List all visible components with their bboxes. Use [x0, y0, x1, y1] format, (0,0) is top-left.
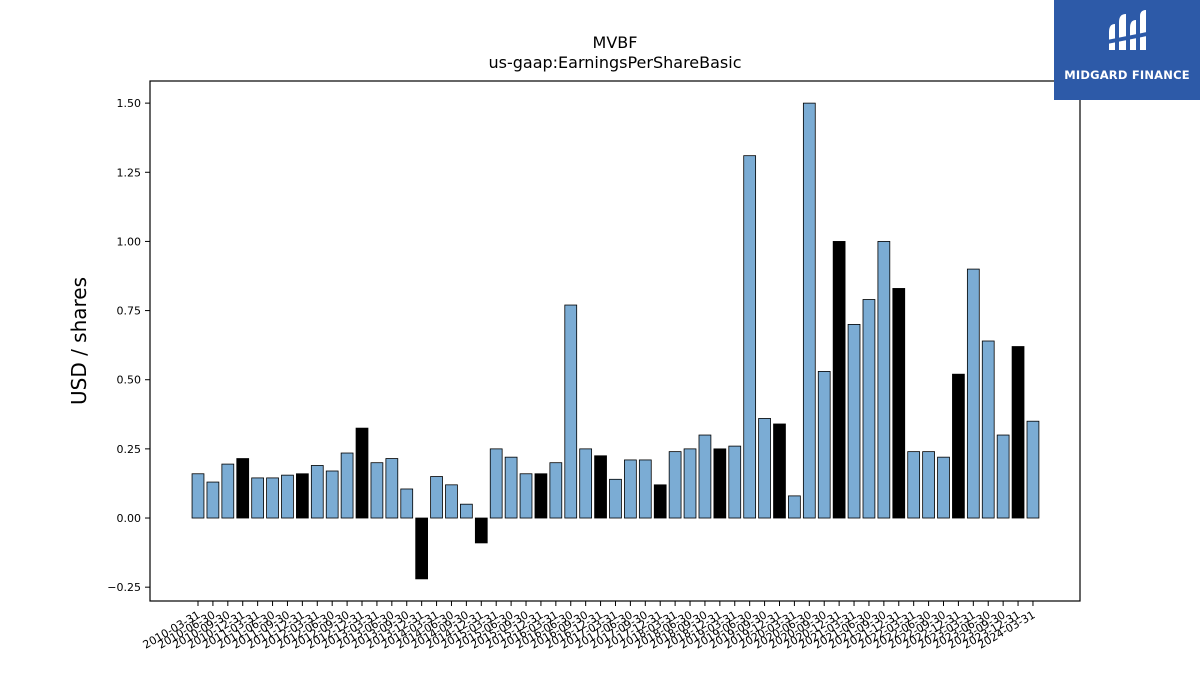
- y-tick-label: 0.50: [117, 374, 142, 387]
- y-tick-label: 1.00: [117, 235, 142, 248]
- bar-2023-06-30: [981, 340, 995, 519]
- plot-frame: [149, 80, 1081, 602]
- bar-2021-09-30: [877, 241, 891, 519]
- bar-2020-09-30: [817, 371, 831, 519]
- bar-2013-09-30: [400, 488, 414, 519]
- bar-2012-03-31: [310, 465, 324, 519]
- y-tick-label: −0.25: [107, 581, 141, 594]
- bar-2022-06-30: [922, 451, 935, 519]
- y-axis-label: USD / shares: [67, 277, 91, 405]
- bar-2012-06-30: [325, 470, 339, 519]
- bar-2019-12-31: [773, 423, 786, 519]
- brand-logo: MIDGARD FINANCE: [1054, 0, 1200, 100]
- bar-2018-06-30: [683, 448, 697, 519]
- bar-2011-06-30: [266, 477, 279, 519]
- y-tick-label: 0.25: [117, 443, 142, 456]
- bar-2013-03-31: [370, 462, 384, 519]
- bar-2014-12-31: [474, 517, 488, 544]
- y-tick-label: 1.25: [117, 166, 142, 179]
- midgard-logo-icon: [1107, 10, 1147, 50]
- x-axis: 2010-03-312010-06-302010-09-302010-12-31…: [141, 601, 1037, 652]
- bar-2015-09-30: [519, 473, 533, 519]
- bar-2015-03-31: [489, 448, 503, 519]
- bar-2017-09-30: [638, 459, 652, 519]
- bar-2011-12-31: [296, 473, 309, 519]
- bar-2017-12-31: [653, 484, 667, 519]
- bar-2021-03-31: [847, 323, 861, 519]
- bar-2023-09-30: [996, 434, 1010, 519]
- bar-2010-09-30: [221, 463, 235, 519]
- chart-subtitle: us-gaap:EarningsPerShareBasic: [488, 53, 741, 72]
- brand-name: MIDGARD FINANCE: [1064, 68, 1190, 82]
- y-tick-label: 0.75: [117, 305, 142, 318]
- bar-2018-12-31: [713, 448, 727, 519]
- bar-2022-03-31: [907, 451, 921, 519]
- bar-2014-09-30: [460, 503, 473, 519]
- bar-2015-06-30: [504, 456, 518, 519]
- bar-2010-03-31: [191, 473, 205, 519]
- bar-2012-09-30: [340, 452, 354, 519]
- bar-2023-12-31: [1011, 346, 1025, 519]
- bar-2016-06-30: [564, 304, 578, 519]
- bar-2011-09-30: [281, 474, 294, 519]
- bar-2023-03-31: [966, 268, 980, 519]
- bar-2020-06-30: [802, 102, 816, 519]
- bar-2020-12-31: [832, 241, 846, 519]
- bar-2019-03-31: [728, 445, 742, 519]
- bar-2016-12-31: [594, 455, 607, 519]
- bar-2017-03-31: [609, 478, 622, 519]
- bar-2010-12-31: [236, 458, 250, 519]
- bar-2019-09-30: [758, 418, 771, 519]
- bar-2014-06-30: [445, 484, 458, 519]
- y-tick-label: 0.00: [117, 512, 142, 525]
- bar-2015-12-31: [534, 473, 548, 519]
- y-tick-label: 1.50: [117, 97, 142, 110]
- bar-2011-03-31: [251, 477, 264, 519]
- bar-2018-09-30: [698, 434, 712, 519]
- bar-2017-06-30: [624, 459, 637, 519]
- bar-2013-06-30: [385, 458, 399, 519]
- bar-2022-09-30: [937, 456, 950, 519]
- bar-2014-03-31: [430, 476, 443, 519]
- bar-2019-06-30: [743, 155, 757, 519]
- y-axis: −0.25 0.00 0.25 0.50 0.75 1.00 1.25 1.50: [107, 97, 150, 594]
- bar-2010-06-30: [206, 481, 220, 519]
- bar-2013-12-31: [415, 517, 429, 580]
- bar-2016-09-30: [579, 448, 593, 519]
- bar-2021-12-31: [892, 288, 906, 519]
- bar-2016-03-31: [549, 462, 563, 519]
- bars-group: [191, 102, 1040, 580]
- chart-title: MVBF: [593, 33, 638, 52]
- bar-2012-12-31: [355, 427, 369, 519]
- bar-2020-03-31: [788, 495, 801, 519]
- bar-2024-03-31: [1026, 420, 1040, 519]
- bar-2018-03-31: [668, 451, 682, 519]
- bar-2021-06-30: [862, 299, 876, 519]
- bar-2022-12-31: [952, 373, 965, 519]
